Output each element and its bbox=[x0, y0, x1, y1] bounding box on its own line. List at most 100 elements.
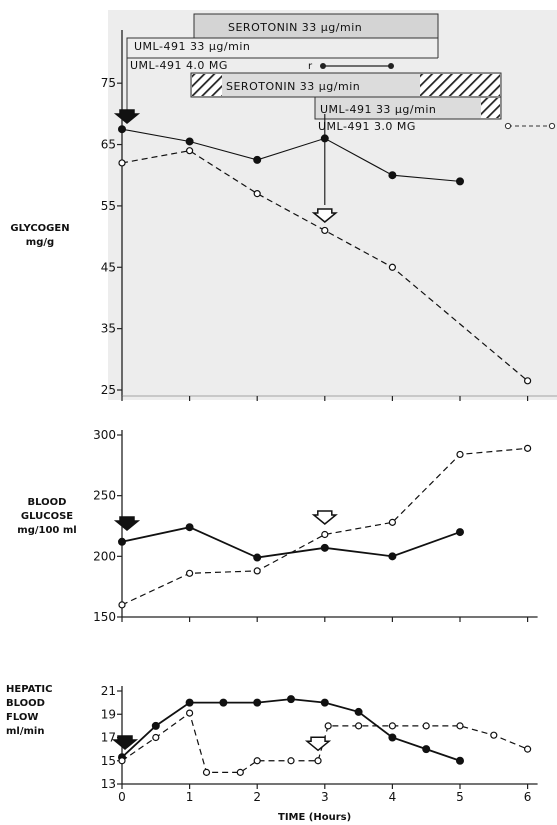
glucose-point-filled bbox=[117, 537, 126, 546]
flow-point-filled bbox=[354, 707, 363, 716]
uml-infusion-bracket-1 bbox=[126, 37, 439, 58]
flow-x-tick-label: 1 bbox=[186, 790, 194, 804]
flow-ylabel: HEPATIC BLOOD FLOW ml/min bbox=[6, 683, 66, 739]
flow-point-filled bbox=[422, 745, 431, 754]
glucose-ylabel-line: GLUCOSE bbox=[20, 511, 74, 522]
glucose-series-open-line bbox=[121, 447, 528, 606]
glycogen-ylabel-line: mg/g bbox=[25, 237, 55, 248]
flow-ylabel-line: ml/min bbox=[6, 726, 45, 737]
flow-point-filled bbox=[185, 698, 194, 707]
treatment-legend: SEROTONIN 33 μg/min UML-491 33 μg/min UM… bbox=[126, 13, 557, 133]
flow-x-tick-label: 2 bbox=[253, 790, 261, 804]
flow-point-open bbox=[202, 768, 211, 776]
flow-x-tick-label: 3 bbox=[321, 790, 329, 804]
glucose-ylabel: BLOOD GLUCOSE mg/100 ml bbox=[4, 496, 90, 538]
uml-infusion-hatch bbox=[481, 98, 500, 118]
legend-open-key-point-2 bbox=[548, 122, 556, 130]
glucose-start-arrow bbox=[113, 516, 141, 531]
glucose-y-tick-label: 300 bbox=[93, 428, 116, 442]
flow-point-open bbox=[456, 722, 464, 730]
legend-key-point-start bbox=[320, 63, 326, 69]
glycogen-ylabel-line: GLYCOGEN bbox=[10, 223, 70, 234]
flow-x-tick-label: 5 bbox=[456, 790, 464, 804]
glucose-point-filled bbox=[185, 523, 194, 532]
glucose-panel: 300 250 200 150 bbox=[93, 428, 538, 624]
flow-point-open bbox=[152, 733, 160, 742]
glycogen-point-open bbox=[388, 263, 396, 271]
flow-x-tick-label: 6 bbox=[524, 790, 532, 804]
flow-y-tick-label: 17 bbox=[101, 731, 116, 745]
glucose-y-tick-label: 150 bbox=[93, 610, 116, 624]
legend-uml-dose-1: UML-491 4.0 MG bbox=[130, 59, 228, 72]
flow-x-tick-label: 4 bbox=[389, 790, 397, 804]
glucose-point-filled bbox=[388, 552, 397, 561]
legend-open-key-point-1 bbox=[504, 122, 512, 130]
legend-key-r-glyph: r bbox=[308, 61, 313, 72]
flow-point-open bbox=[523, 745, 532, 753]
glucose-y-tick-label: 200 bbox=[93, 549, 116, 563]
glycogen-point-open bbox=[186, 147, 194, 155]
flow-ylabel-line: FLOW bbox=[6, 712, 39, 723]
glucose-y-tick-label: 250 bbox=[93, 489, 116, 503]
glycogen-start-arrow bbox=[113, 109, 141, 124]
glucose-ylabel-line: BLOOD bbox=[27, 497, 67, 508]
flow-point-open bbox=[422, 722, 430, 730]
glycogen-series-open-line bbox=[121, 150, 528, 382]
glycogen-point-filled bbox=[117, 125, 126, 134]
flow-point-open bbox=[388, 722, 396, 730]
glycogen-y-tick-label: 55 bbox=[101, 199, 116, 213]
glycogen-point-filled bbox=[185, 137, 194, 146]
legend-serotonin-1: SEROTONIN 33 μg/min bbox=[228, 21, 362, 34]
serotonin-hatch-left bbox=[192, 74, 222, 96]
flow-point-filled bbox=[253, 698, 262, 707]
glycogen-point-filled bbox=[388, 171, 397, 180]
glucose-point-filled bbox=[253, 553, 262, 562]
glycogen-point-filled bbox=[456, 177, 465, 186]
x-axis-title: TIME (Hours) bbox=[278, 812, 351, 823]
flow-point-open bbox=[186, 709, 194, 717]
glycogen-second-dose-arrow bbox=[311, 208, 338, 223]
flow-point-filled bbox=[287, 695, 296, 704]
glycogen-y-tick-label: 65 bbox=[101, 138, 116, 152]
glucose-point-filled bbox=[456, 528, 465, 537]
flow-y-tick-label: 13 bbox=[101, 777, 116, 791]
glycogen-point-open bbox=[321, 226, 329, 235]
flow-ylabel-line: BLOOD bbox=[6, 698, 45, 709]
flow-point-filled bbox=[219, 698, 228, 707]
legend-uml-infusion-1: UML-491 33 μg/min bbox=[134, 40, 250, 53]
flow-point-open bbox=[118, 757, 126, 765]
glucose-point-open bbox=[186, 569, 194, 577]
glucose-point-open bbox=[321, 530, 329, 539]
glucose-point-open bbox=[253, 567, 261, 575]
flow-panel: 21 19 17 15 130 1 2 3 4 5 6 bbox=[101, 684, 538, 804]
glucose-point-filled bbox=[320, 543, 329, 552]
glucose-ylabel-line: mg/100 ml bbox=[17, 525, 77, 536]
glycogen-y-tick-label: 75 bbox=[101, 76, 116, 90]
legend-uml-infusion-2: UML-491 33 μg/min bbox=[320, 103, 436, 116]
flow-point-open bbox=[355, 722, 363, 730]
glycogen-series-filled-line bbox=[121, 128, 461, 182]
flow-y-tick-label: 21 bbox=[101, 684, 116, 698]
legend-uml-dose-2: UML-491 3.0 MG bbox=[318, 120, 416, 133]
flow-point-open bbox=[324, 722, 332, 730]
glycogen-panel: 75 65 55 45 35 25 bbox=[101, 30, 557, 401]
flow-point-open bbox=[490, 731, 498, 739]
glycogen-y-tick-label: 45 bbox=[101, 260, 116, 274]
flow-series-filled-line bbox=[121, 698, 461, 762]
glucose-second-dose-arrow bbox=[311, 510, 338, 525]
flow-y-tick-label: 15 bbox=[101, 754, 116, 768]
flow-series-open-line bbox=[121, 712, 528, 773]
flow-point-filled bbox=[320, 698, 329, 707]
glycogen-y-tick-label: 35 bbox=[101, 322, 116, 336]
glycogen-point-open bbox=[523, 377, 532, 385]
glycogen-y-tick-label: 25 bbox=[101, 383, 116, 397]
glycogen-point-filled bbox=[253, 155, 262, 164]
glycogen-point-open bbox=[118, 159, 126, 167]
flow-y-tick-label: 19 bbox=[101, 707, 116, 721]
glycogen-ylabel: GLYCOGEN mg/g bbox=[10, 222, 70, 250]
glycogen-point-open bbox=[253, 190, 261, 198]
serotonin-hatch-right bbox=[420, 74, 500, 96]
flow-point-open bbox=[253, 757, 261, 765]
glucose-point-open bbox=[118, 601, 126, 609]
flow-point-filled bbox=[151, 721, 160, 730]
